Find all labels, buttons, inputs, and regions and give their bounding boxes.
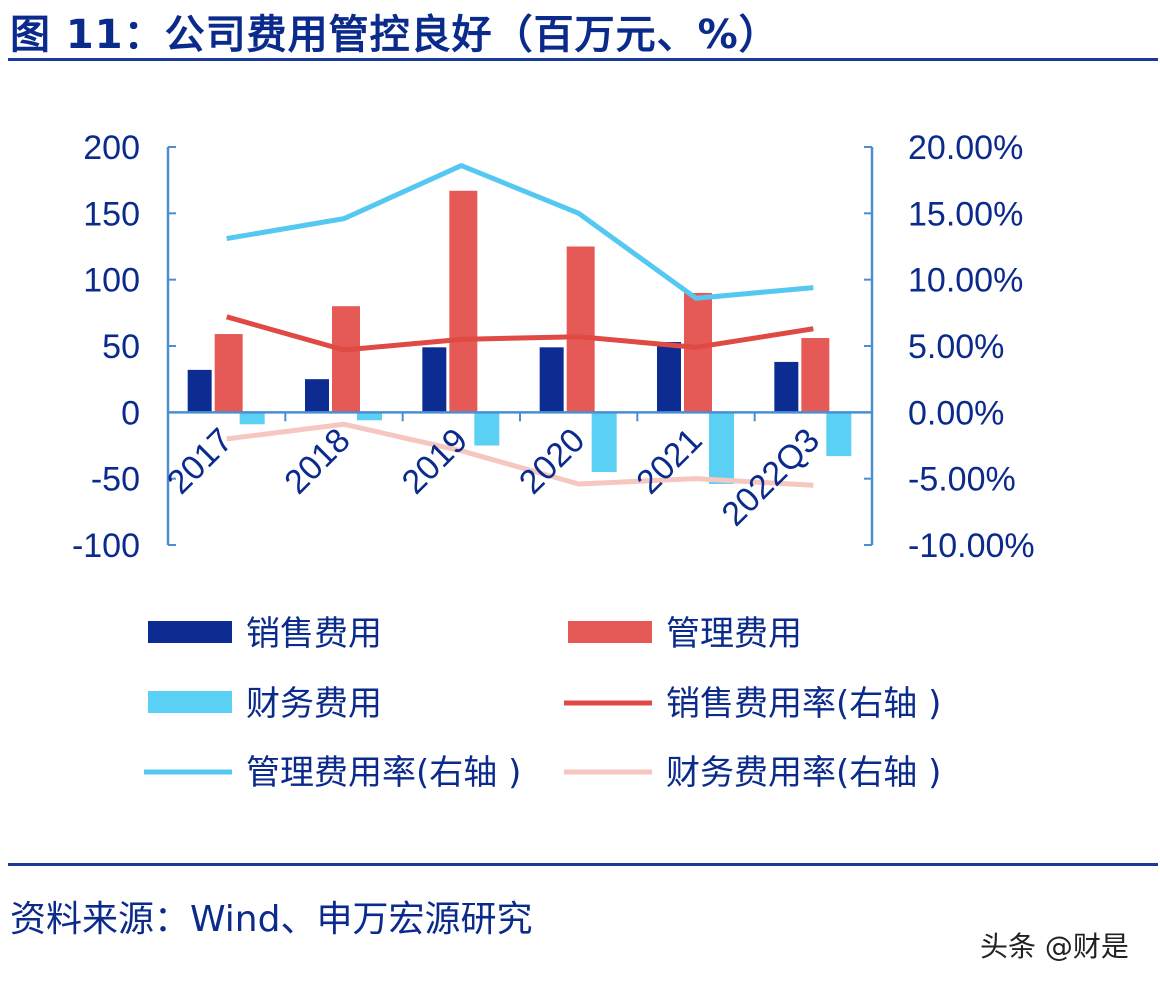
category-label: 2019: [395, 421, 475, 501]
source-note: 资料来源：Wind、申万宏源研究: [10, 899, 533, 940]
legend-label: 财务费用: [246, 684, 382, 724]
right-tick-label: -5.00%: [908, 461, 1016, 499]
legend-label: 财务费用率(右轴 ): [666, 753, 941, 793]
legend-swatch: [568, 621, 652, 643]
bar-管理费用: [684, 292, 712, 413]
legend-swatch: [148, 691, 232, 713]
right-tick-label: 15.00%: [908, 195, 1023, 233]
legend-label: 管理费用: [666, 614, 802, 654]
category-label: 2017: [160, 421, 240, 501]
bar-销售费用: [539, 347, 564, 413]
chart: 200 150 100 50 0 -50 -100 20.00% 15.00% 10.00% 5.0…: [72, 129, 1035, 793]
legend-swatch: [148, 621, 232, 643]
right-tick-label: 10.00%: [908, 262, 1023, 300]
bar-销售费用: [774, 361, 799, 413]
bar-财务费用: [826, 412, 852, 457]
left-tick-label: 0: [121, 394, 140, 432]
bar-销售费用: [305, 379, 329, 413]
line-管理费用率(右轴 ): [226, 163, 814, 301]
bar-财务费用: [474, 412, 500, 446]
legend-label: 销售费用: [246, 614, 382, 654]
bar-销售费用: [187, 369, 212, 413]
bar-销售费用: [657, 342, 681, 413]
left-tick-label: 150: [83, 195, 140, 233]
right-tick-label: 0.00%: [908, 394, 1004, 432]
left-tick-label: 50: [102, 328, 140, 366]
left-tick-label: -100: [72, 527, 140, 565]
chart-title: 图 11：公司费用管控良好（百万元、%）: [10, 12, 780, 58]
bar-管理费用: [801, 338, 830, 413]
bar-财务费用: [357, 412, 382, 421]
right-tick-label: -10.00%: [908, 527, 1035, 565]
bar-财务费用: [591, 412, 617, 473]
left-tick-label: 200: [83, 129, 140, 167]
line-销售费用率(右轴 ): [225, 314, 814, 353]
left-tick-label: 100: [83, 262, 140, 300]
watermark: 头条 @财是: [980, 930, 1129, 963]
category-label: 2021: [629, 421, 709, 501]
bar-财务费用: [709, 412, 734, 484]
left-tick-label: -50: [91, 461, 140, 499]
right-tick-label: 5.00%: [908, 328, 1004, 366]
bar-管理费用: [566, 246, 595, 413]
legend-label: 管理费用率(右轴 ): [246, 753, 521, 793]
bar-销售费用: [422, 347, 447, 413]
bar-管理费用: [332, 306, 360, 413]
title-divider: [8, 58, 1158, 61]
legend-label: 销售费用率(右轴 ): [666, 684, 941, 724]
category-label: 2020: [512, 421, 592, 501]
right-tick-label: 20.00%: [908, 129, 1023, 167]
line-财务费用率(右轴 ): [226, 421, 814, 488]
bar-管理费用: [449, 190, 478, 413]
bar-管理费用: [214, 334, 243, 413]
source-divider: [8, 863, 1158, 866]
bar-财务费用: [239, 412, 265, 425]
